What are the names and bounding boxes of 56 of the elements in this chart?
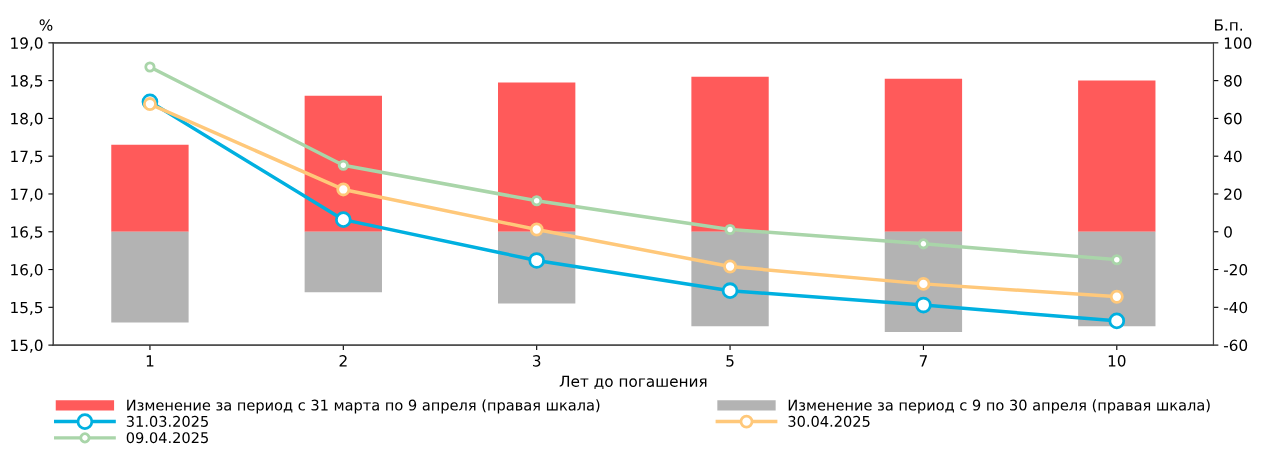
x-tick-label: 3	[532, 355, 541, 367]
x-tick-label: 2	[339, 355, 347, 367]
y2-tick-label: 40	[1223, 150, 1242, 163]
y-tick-label: 15,5	[11, 301, 43, 315]
y2-tick-label: 60	[1224, 112, 1242, 125]
y-tick-label: 16,5	[11, 226, 43, 240]
legend-label: 09.04.2025	[126, 432, 208, 444]
point	[143, 97, 157, 111]
point	[528, 252, 546, 269]
y-axis-title: %	[39, 19, 53, 31]
point	[1109, 289, 1124, 304]
legend-label: Изменение за период с 31 марта по 9 апреля (правая шкала)	[127, 399, 600, 414]
point	[144, 61, 156, 73]
y2-tick-label: -60	[1223, 339, 1248, 352]
y-tick-label: 18,5	[11, 75, 43, 89]
point	[1111, 254, 1123, 266]
legend-label: 31.03.2025	[126, 415, 208, 427]
y2-tick-label: 80	[1224, 75, 1242, 87]
point	[334, 211, 352, 228]
bar	[111, 231, 189, 323]
x-tick-label: 5	[726, 355, 734, 367]
x-axis-title: Лет до погашения	[559, 375, 707, 389]
y-tick-label: 19,0	[11, 37, 43, 51]
y2-tick-label: -40	[1223, 301, 1248, 314]
point	[1108, 312, 1126, 330]
y-tick-label: 17,5	[11, 150, 43, 164]
point	[337, 159, 349, 171]
x-tick-label: 7	[919, 355, 927, 367]
legend-label: 30.04.2025	[788, 415, 870, 427]
point	[916, 276, 931, 291]
point	[531, 195, 543, 207]
y2-tick-label: 0	[1224, 226, 1232, 238]
bar	[498, 82, 576, 232]
y2-axis-title: Б.п.	[1214, 19, 1243, 31]
point	[529, 222, 544, 237]
point	[724, 223, 736, 236]
bar	[691, 76, 769, 232]
x-tick-label: 10	[1108, 355, 1126, 367]
y2-tick-label: -20	[1223, 264, 1248, 276]
legend-label: Изменение за период с 9 по 30 апреля (правая шкала)	[788, 399, 1210, 414]
y-tick-label: 18,0	[11, 112, 43, 126]
bar	[304, 231, 382, 293]
bar	[111, 144, 189, 232]
point	[917, 238, 929, 250]
point	[336, 182, 351, 197]
x-tick-label: 1	[146, 355, 154, 367]
point	[721, 282, 739, 300]
bar	[884, 78, 963, 232]
y-tick-label: 17,0	[11, 188, 43, 202]
point	[723, 259, 737, 274]
y2-tick-label: 100	[1224, 37, 1252, 49]
point	[915, 296, 932, 314]
y2-tick-label: 20	[1224, 188, 1242, 200]
bar	[1078, 80, 1156, 232]
y-tick-label: 15,0	[11, 339, 43, 353]
y-tick-label: 16,0	[11, 264, 43, 278]
